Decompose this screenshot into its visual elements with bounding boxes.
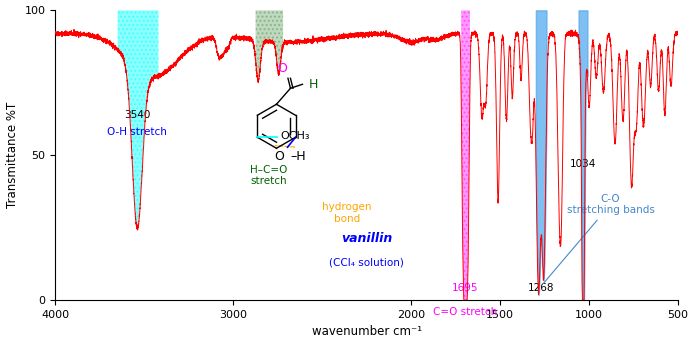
Text: 1034: 1034 (570, 159, 597, 169)
Text: (CCl₄ solution): (CCl₄ solution) (329, 257, 404, 267)
Y-axis label: Transmittance %T: Transmittance %T (6, 102, 19, 208)
Text: O-H stretch: O-H stretch (107, 127, 167, 137)
Text: 3540: 3540 (124, 110, 150, 120)
Text: H–C=O
stretch: H–C=O stretch (251, 165, 288, 186)
Text: –H: –H (291, 150, 307, 163)
Text: hydrogen
bond: hydrogen bond (322, 202, 372, 224)
Text: 1268: 1268 (528, 284, 555, 294)
Text: OCH₃: OCH₃ (280, 131, 310, 141)
Text: vanillin: vanillin (341, 232, 392, 245)
Text: C=O stretch: C=O stretch (433, 307, 498, 317)
Text: 1695: 1695 (453, 284, 479, 294)
Text: O: O (277, 62, 286, 75)
X-axis label: wavenumber cm⁻¹: wavenumber cm⁻¹ (311, 325, 422, 338)
Text: H: H (309, 78, 318, 91)
Text: C-O
stretching bands: C-O stretching bands (543, 194, 655, 284)
Text: O: O (275, 150, 284, 163)
